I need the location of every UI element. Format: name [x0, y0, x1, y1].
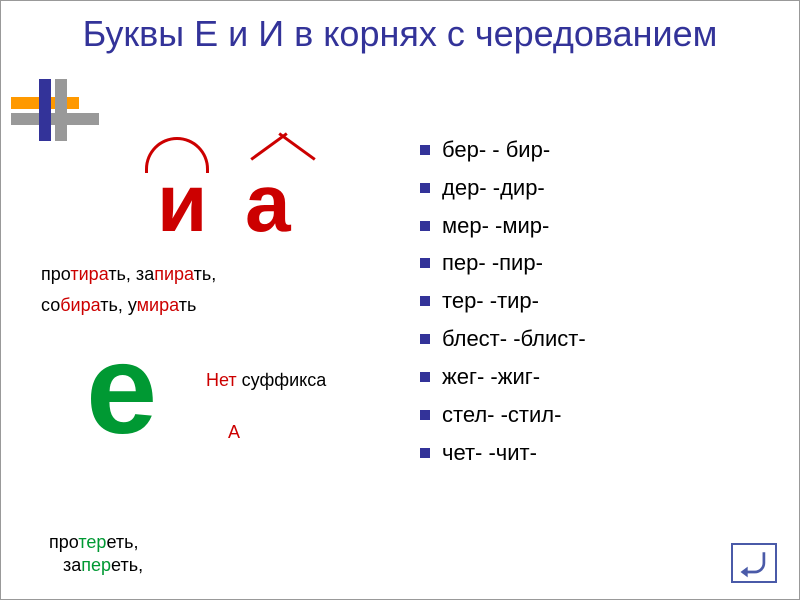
list-item: стел- -стил-: [416, 396, 799, 434]
example-line-3: протереть,: [49, 531, 143, 554]
right-column: бер- - бир- дер- -дир- мер- -мир- пер- -…: [406, 131, 799, 599]
big-letter-e: е: [86, 332, 157, 447]
left-column: и а протирать, запирать, собирать, умира…: [1, 131, 406, 599]
e-illustration: е Нет суффикса А: [56, 340, 406, 480]
list-item: мер- -мир-: [416, 207, 799, 245]
return-icon[interactable]: [731, 543, 777, 583]
slide-title: Буквы Е и И в корнях с чередованием: [1, 1, 799, 60]
list-item: тер- -тир-: [416, 282, 799, 320]
big-letter-a: а: [245, 163, 291, 245]
list-item: пер- -пир-: [416, 244, 799, 282]
list-item: бер- - бир-: [416, 131, 799, 169]
root-pair-list: бер- - бир- дер- -дир- мер- -мир- пер- -…: [416, 131, 799, 471]
example-line-2: собирать, умирать: [41, 290, 406, 321]
example-line-1: протирать, запирать,: [41, 259, 406, 290]
i-a-illustration: и а: [141, 131, 406, 251]
suffix-a-label: А: [228, 422, 240, 443]
list-item: жег- -жиг-: [416, 358, 799, 396]
list-item: чет- -чит-: [416, 434, 799, 472]
no-suffix-label: Нет суффикса: [206, 370, 326, 391]
list-item: блест- -блист-: [416, 320, 799, 358]
big-letter-i: и: [157, 163, 207, 245]
example-line-4: запереть,: [49, 554, 143, 577]
content-area: и а протирать, запирать, собирать, умира…: [1, 131, 799, 599]
examples-e: протереть, запереть,: [49, 531, 143, 578]
list-item: дер- -дир-: [416, 169, 799, 207]
examples-ia: протирать, запирать, собирать, умирать: [41, 259, 406, 320]
